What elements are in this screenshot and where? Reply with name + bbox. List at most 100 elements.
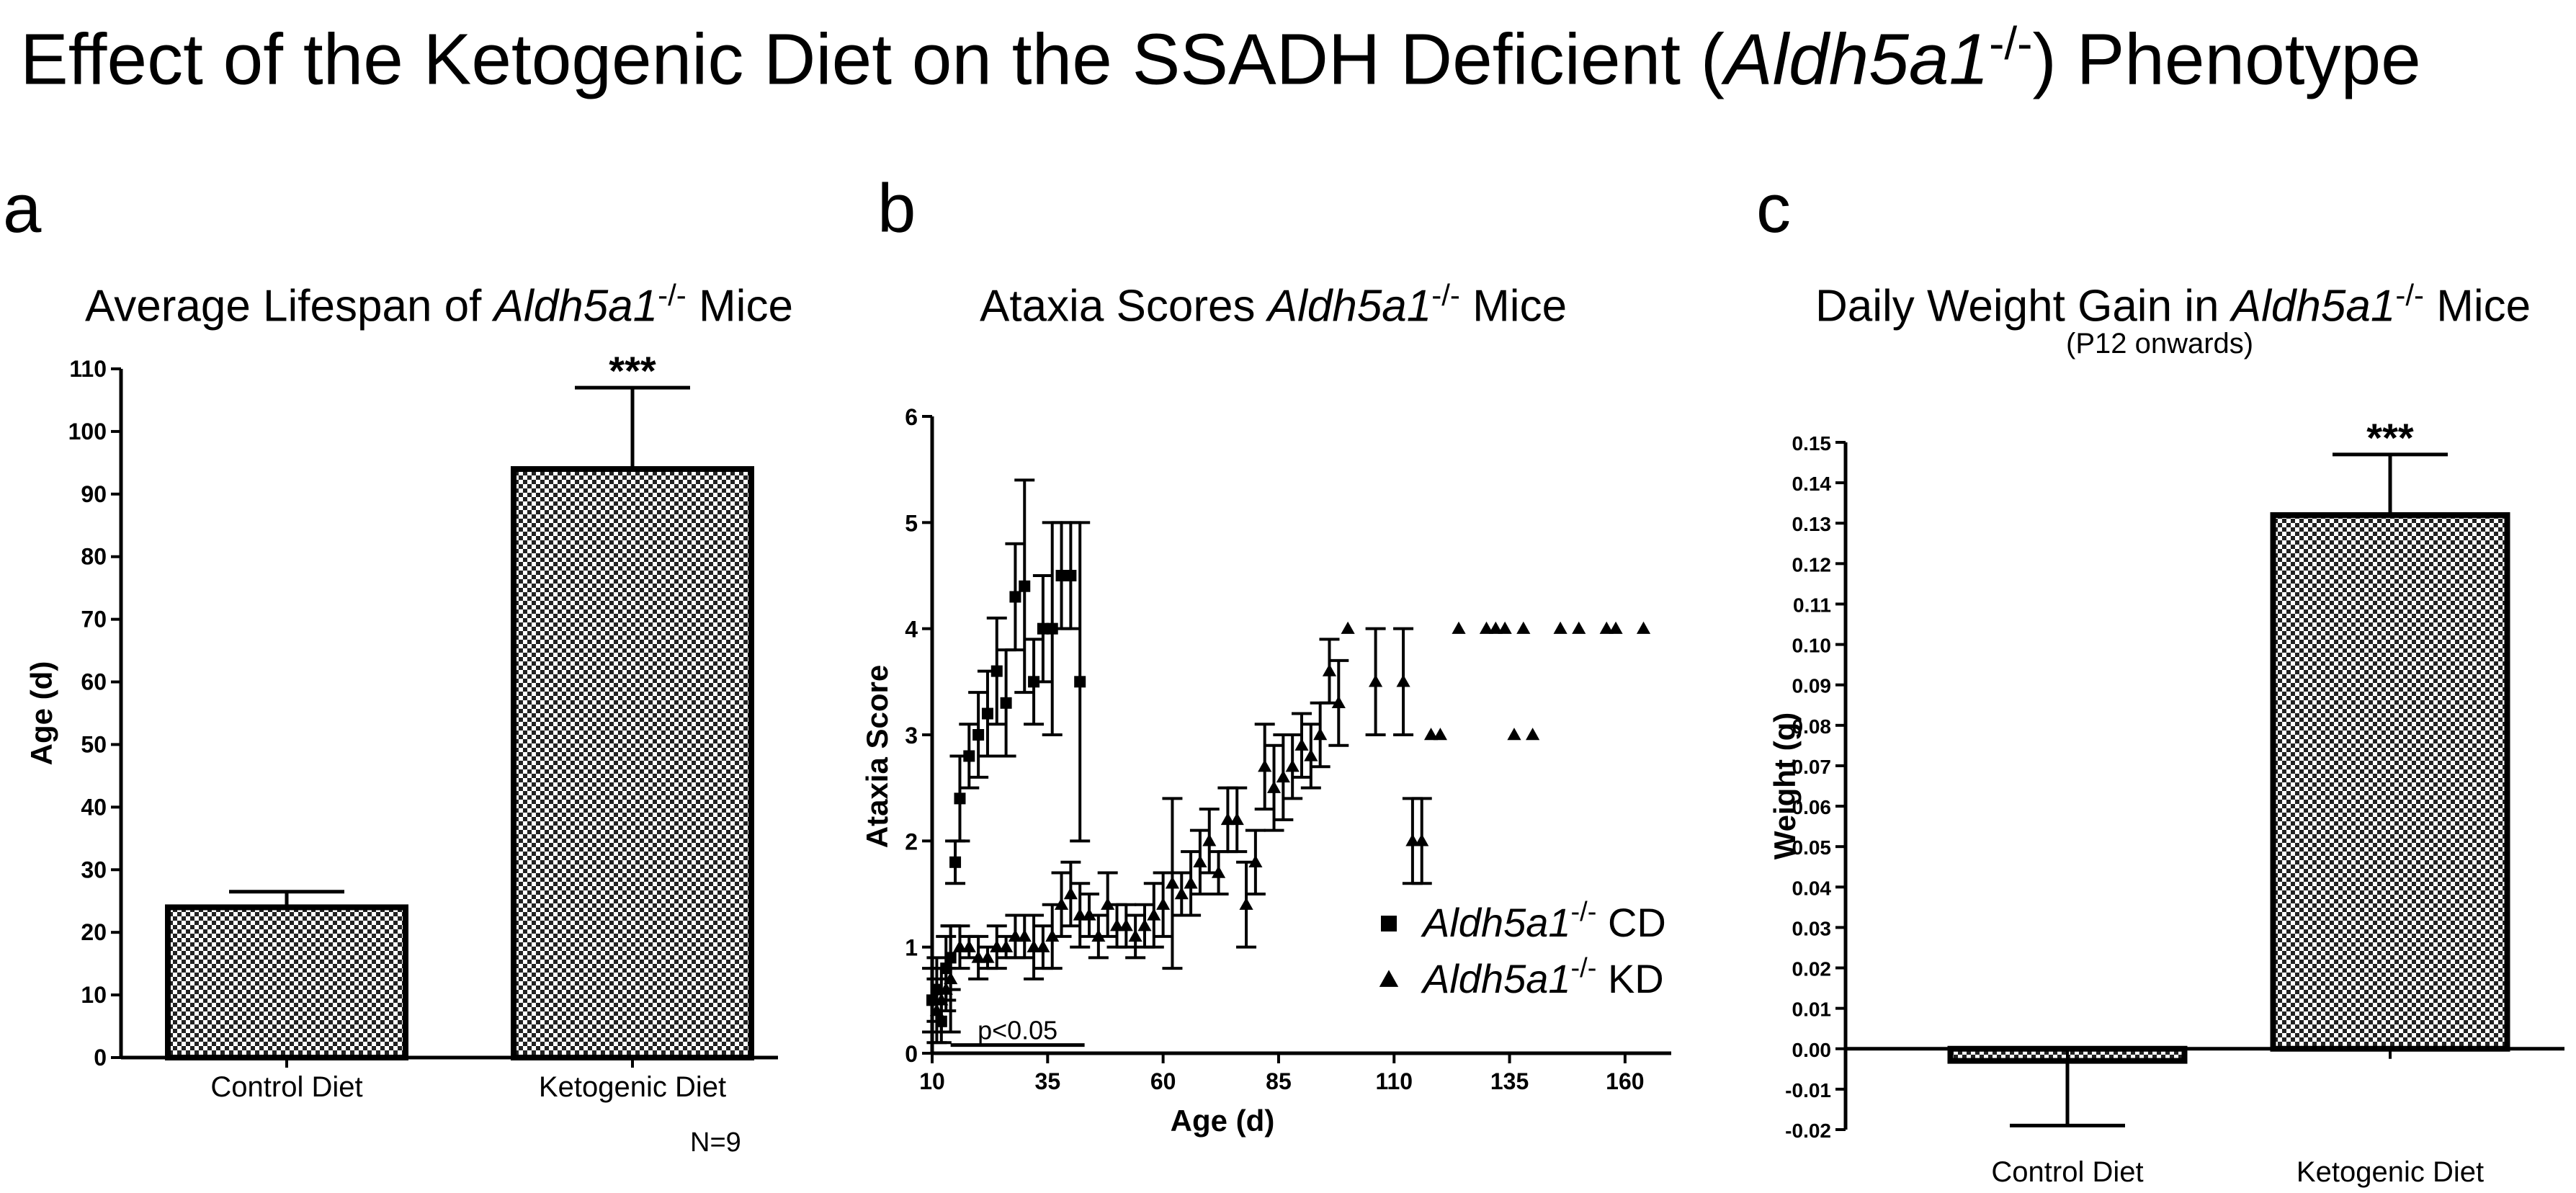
cd-point [1037, 622, 1049, 635]
panel-a-chart: 0 10 20 30 40 50 60 70 80 90 100 110 Control Diet Ket… [24, 348, 778, 1103]
x-tick-label: 160 [1606, 1068, 1644, 1094]
panel-c-letter: c [1756, 170, 1791, 247]
cd-point [981, 707, 993, 720]
significance-stars: *** [609, 348, 656, 393]
legend-label: Aldh5a1-/- KD [1421, 953, 1664, 1001]
cd-point [1000, 697, 1012, 709]
kd-point [1423, 728, 1439, 741]
x-tick-label: 85 [1266, 1068, 1292, 1094]
y-tick-label: 70 [81, 607, 107, 633]
panel-c-title: Daily Weight Gain in Aldh5a1-/- Mice [1815, 278, 2531, 331]
cd-point [972, 729, 985, 741]
y-tick-label: 80 [81, 544, 107, 570]
kd-point [1553, 621, 1567, 634]
kd-point [1109, 919, 1124, 931]
kd-point [1128, 929, 1142, 942]
y-tick-label: 0.12 [1792, 553, 1832, 576]
y-tick-label: 0.06 [1792, 796, 1832, 818]
kd-point [1415, 834, 1429, 846]
sample-size-label: N=9 [690, 1127, 741, 1158]
kd-point [971, 950, 985, 963]
kd-point [1258, 759, 1272, 772]
kd-point [1174, 887, 1189, 900]
significance-label: p<0.05 [978, 1016, 1057, 1045]
kd-point [1479, 621, 1494, 634]
y-tick-label: 60 [81, 669, 107, 695]
bar [165, 904, 408, 1061]
y-tick-label: 1 [905, 935, 918, 961]
y-tick-label: 0.08 [1792, 715, 1832, 738]
y-tick-label: -0.02 [1785, 1120, 1831, 1142]
kd-point [1184, 876, 1198, 889]
kd-point [1239, 897, 1253, 910]
bar [511, 466, 754, 1060]
category-label: Control Diet [210, 1071, 362, 1103]
main-title: Effect of the Ketogenic Diet on the SSAD… [20, 17, 2421, 100]
y-tick-label: -0.01 [1785, 1079, 1831, 1102]
kd-point [1211, 865, 1226, 878]
kd-point [1248, 854, 1263, 867]
kd-point [952, 939, 967, 952]
kd-point [1266, 780, 1282, 793]
bar [2270, 512, 2510, 1052]
y-tick-label: 90 [81, 481, 107, 507]
y-tick-label: 100 [68, 419, 107, 444]
y-tick-label: 50 [81, 731, 107, 757]
kd-point [1193, 854, 1207, 867]
kd-point [1137, 919, 1152, 931]
kd-point [1433, 728, 1447, 741]
kd-point [990, 939, 1004, 952]
kd-point [962, 939, 976, 952]
panel-a-title: Average Lifespan of Aldh5a1-/- Mice [85, 278, 793, 331]
y-tick-label: 0.14 [1792, 473, 1832, 495]
y-tick-label: 0.09 [1792, 675, 1832, 697]
kd-point [1516, 621, 1531, 634]
cd-point [990, 665, 1003, 677]
kd-point [1230, 812, 1244, 826]
kd-point [1572, 621, 1586, 634]
y-tick-label: 5 [905, 510, 918, 536]
kd-point [980, 950, 995, 963]
y-tick-label: 30 [81, 857, 107, 883]
legend-marker-triangle [1379, 970, 1399, 987]
significance-stars: *** [2366, 415, 2414, 460]
cd-point [1074, 676, 1086, 688]
x-tick-label: 10 [919, 1068, 945, 1094]
y-tick-label: 40 [81, 794, 107, 820]
kd-point [999, 939, 1014, 952]
y-tick-label: 4 [905, 617, 918, 643]
y-tick-label: 0 [905, 1041, 918, 1067]
kd-point [1322, 663, 1337, 676]
kd-point [1017, 929, 1032, 942]
kd-point [1488, 621, 1503, 634]
y-axis-label: Ataxia Score [860, 665, 894, 848]
y-tick-label: 0.05 [1792, 836, 1832, 859]
kd-point [1276, 770, 1290, 783]
y-tick-label: 0.07 [1792, 756, 1832, 778]
cd-point [963, 750, 975, 762]
x-axis-label: Age (d) [1171, 1104, 1275, 1138]
y-tick-label: 0.01 [1792, 998, 1832, 1021]
y-tick-label: 3 [905, 723, 918, 749]
cd-point [954, 792, 966, 805]
legend-marker-square [1381, 916, 1397, 931]
cd-point [949, 856, 962, 868]
cd-point [1065, 570, 1077, 581]
kd-point [1008, 929, 1023, 942]
kd-point [1507, 728, 1521, 741]
y-tick-label: 6 [905, 404, 918, 430]
category-label: Ketogenic Diet [539, 1071, 726, 1103]
kd-point [1147, 908, 1161, 921]
x-tick-label: 60 [1150, 1068, 1176, 1094]
kd-point [1313, 728, 1328, 741]
kd-point [1073, 908, 1087, 921]
y-tick-label: 2 [905, 828, 918, 854]
kd-point [1636, 621, 1651, 634]
legend-label: Aldh5a1-/- CD [1421, 897, 1666, 945]
y-tick-label: 10 [81, 982, 107, 1008]
y-tick-label: 0.04 [1792, 877, 1832, 899]
x-tick-label: 110 [1375, 1068, 1413, 1094]
kd-point [1599, 621, 1614, 634]
y-tick-label: 0.00 [1792, 1039, 1832, 1061]
panel-b-letter: b [877, 170, 916, 247]
